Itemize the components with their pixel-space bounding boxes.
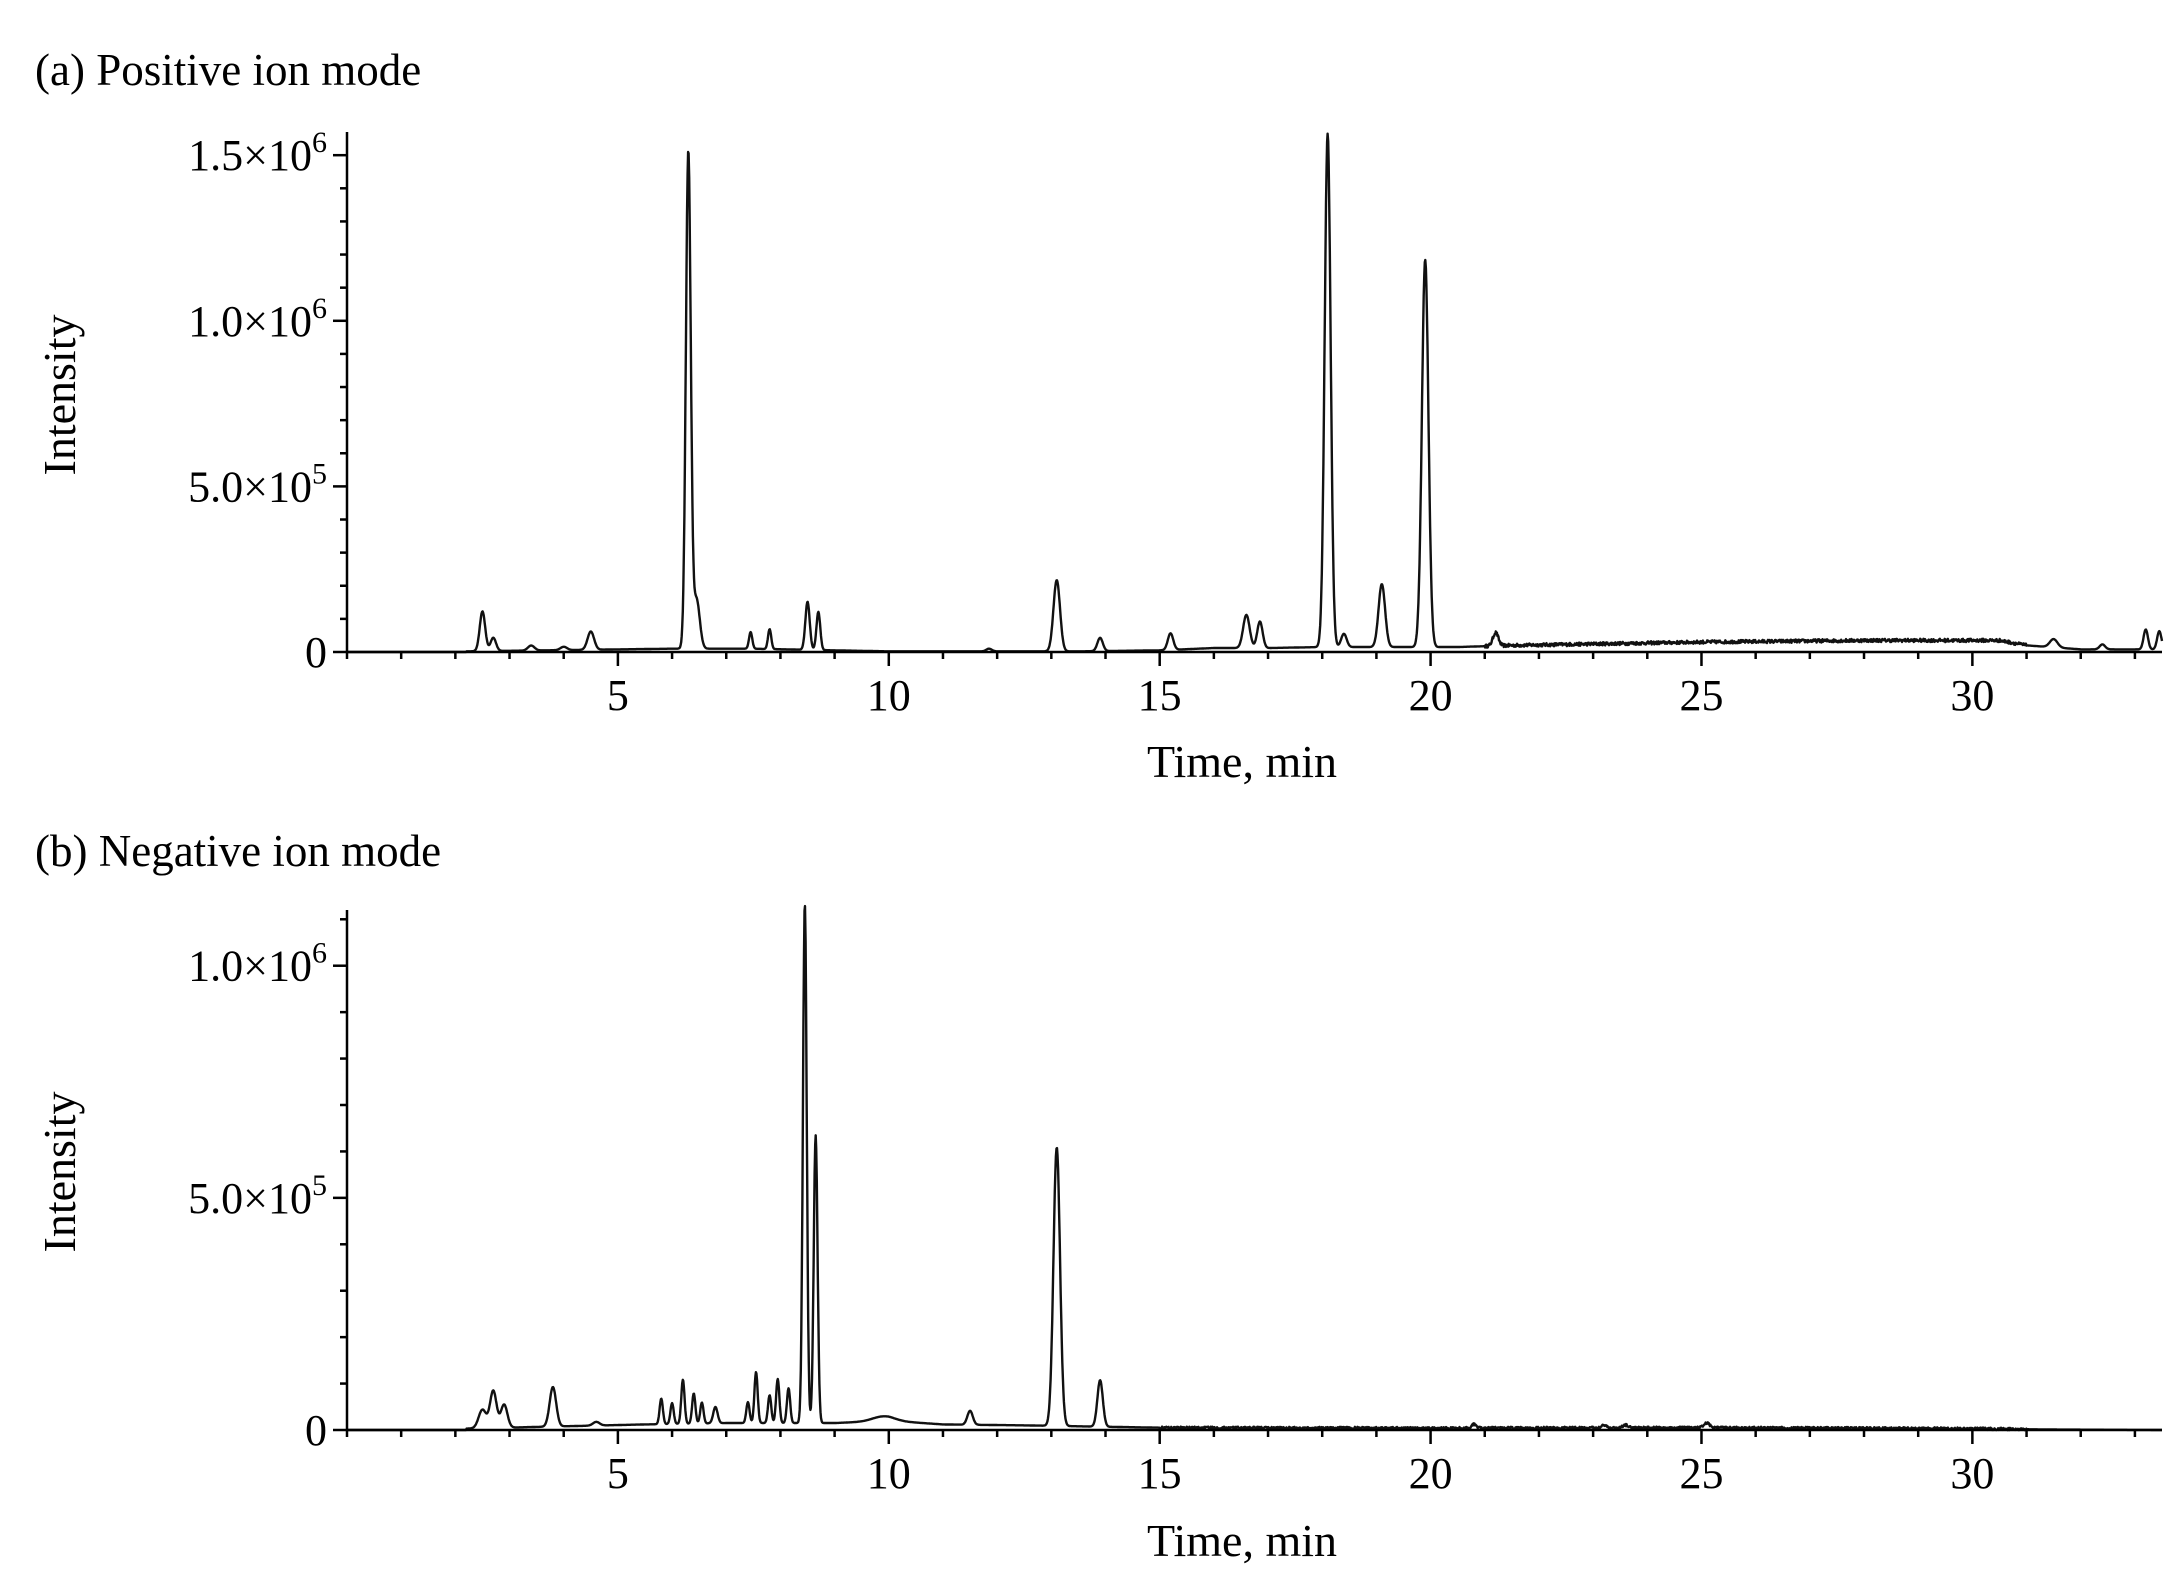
y-tick-label: 5.0×105 bbox=[188, 457, 327, 511]
x-tick-label: 25 bbox=[1679, 671, 1723, 720]
panel-a-chromatogram-trace bbox=[346, 132, 2164, 654]
x-tick-label: 10 bbox=[867, 1449, 911, 1498]
y-tick-label: 1.5×106 bbox=[188, 126, 327, 180]
x-tick-label: 25 bbox=[1679, 1449, 1723, 1498]
panel-b-title: (b) Negative ion mode bbox=[35, 826, 441, 876]
y-tick-label: 1.0×106 bbox=[188, 937, 327, 991]
panel-b-x-axis-label: Time, min bbox=[1147, 1515, 1337, 1566]
x-tick-label: 30 bbox=[1950, 1449, 1994, 1498]
x-tick-label: 20 bbox=[1409, 671, 1453, 720]
y-tick-label: 0 bbox=[305, 1406, 327, 1455]
panel-b-y-axis-label: Intensity bbox=[34, 1092, 85, 1253]
panel-a-x-tick-labels: 5 10 15 20 25 30 bbox=[607, 671, 1994, 720]
panel-a-ticks bbox=[333, 153, 2137, 666]
panel-negative-ion-mode: (b) Negative ion mode Intensity Time, mi… bbox=[34, 826, 2163, 1566]
panel-b-y-tick-labels: 0 5.0×105 1.0×106 bbox=[188, 937, 327, 1455]
panel-b-ticks bbox=[333, 918, 2137, 1444]
panel-positive-ion-mode: (a) Positive ion mode Intensity Time, mi… bbox=[34, 45, 2164, 787]
x-tick-label: 5 bbox=[607, 671, 629, 720]
panel-a-y-axis-label: Intensity bbox=[34, 315, 85, 476]
x-tick-label: 10 bbox=[867, 671, 911, 720]
panel-b-chromatogram-trace bbox=[346, 904, 2163, 1432]
y-tick-label: 5.0×105 bbox=[188, 1169, 327, 1223]
panel-a-title: (a) Positive ion mode bbox=[35, 45, 421, 95]
y-tick-label: 1.0×106 bbox=[188, 292, 327, 346]
panel-a-x-axis-label: Time, min bbox=[1147, 736, 1337, 787]
x-tick-label: 15 bbox=[1138, 1449, 1182, 1498]
panel-b-x-tick-labels: 5 10 15 20 25 30 bbox=[607, 1449, 1994, 1498]
panel-a-y-tick-labels: 0 5.0×105 1.0×106 1.5×106 bbox=[188, 126, 327, 677]
x-tick-label: 20 bbox=[1409, 1449, 1453, 1498]
y-tick-label: 0 bbox=[305, 628, 327, 677]
x-tick-label: 5 bbox=[607, 1449, 629, 1498]
x-tick-label: 30 bbox=[1950, 671, 1994, 720]
x-tick-label: 15 bbox=[1138, 671, 1182, 720]
